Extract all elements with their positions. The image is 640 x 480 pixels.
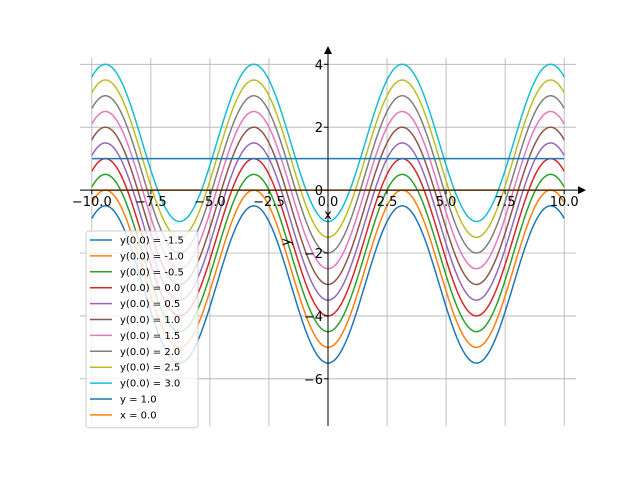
x-tick-label-8: 10.0	[550, 195, 579, 210]
x-tick-label-6: 5.0	[436, 195, 457, 210]
x-tick-label-2: −5.0	[194, 195, 226, 210]
legend: y(0.0) = -1.5 y(0.0) = -1.0 y(0.0) = -0.5 y…	[85, 230, 199, 429]
y-tick-label-3: 0	[315, 184, 323, 199]
x-tick-label-1: −7.5	[135, 195, 167, 210]
legend-frame	[85, 230, 199, 429]
x-axis-arrow	[578, 186, 586, 195]
legend-label-8: y(0.0) = 2.5	[120, 363, 180, 374]
legend-label-1: y(0.0) = -1.0	[120, 251, 184, 262]
axes	[80, 46, 586, 426]
legend-label-6: y(0.0) = 1.5	[120, 331, 180, 342]
y-tick-label-0: −6	[304, 373, 323, 388]
x-axis-label: x	[324, 208, 332, 223]
y-axis-label: y	[279, 238, 294, 246]
y-tick-labels: −6 −4 −2 0 2 4	[304, 58, 323, 388]
legend-label-7: y(0.0) = 2.0	[120, 347, 180, 358]
legend-label-5: y(0.0) = 1.0	[120, 315, 180, 326]
x-tick-label-4: 0.0	[318, 195, 339, 210]
legend-label-0: y(0.0) = -1.5	[120, 236, 184, 247]
legend-label-3: y(0.0) = 0.0	[120, 283, 180, 294]
y-tick-label-5: 4	[315, 58, 323, 73]
legend-label-9: y(0.0) = 3.0	[120, 379, 180, 390]
legend-label-4: y(0.0) = 0.5	[120, 299, 180, 310]
legend-label-2: y(0.0) = -0.5	[120, 267, 184, 278]
x-tick-labels: −10.0 −7.5 −5.0 −2.5 0.0 2.5 5.0 7.5 10.0	[72, 195, 579, 210]
x-tick-label-7: 7.5	[495, 195, 516, 210]
x-tick-label-0: −10.0	[72, 195, 112, 210]
y-tick-label-2: −2	[304, 247, 323, 262]
y-axis-arrow	[324, 46, 332, 54]
x-tick-label-3: −2.5	[253, 195, 285, 210]
y-tick-label-1: −4	[304, 310, 323, 325]
legend-label-11: x = 0.0	[120, 410, 157, 421]
y-tick-label-4: 2	[315, 121, 323, 136]
x-tick-label-5: 2.5	[377, 195, 398, 210]
legend-label-10: y = 1.0	[120, 395, 157, 406]
